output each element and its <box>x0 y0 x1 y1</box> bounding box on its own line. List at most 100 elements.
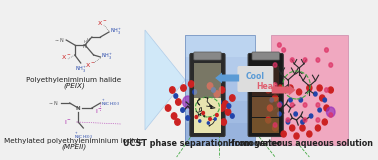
Circle shape <box>316 58 320 62</box>
Text: I$^-$: I$^-$ <box>95 107 103 115</box>
Polygon shape <box>145 30 185 130</box>
Text: Heat: Heat <box>256 81 277 91</box>
Text: UCST phase separation from water: UCST phase separation from water <box>123 139 282 148</box>
Text: $\rm \overset{H}{N}$: $\rm \overset{H}{N}$ <box>82 39 88 51</box>
Circle shape <box>227 104 231 108</box>
FancyBboxPatch shape <box>194 98 221 133</box>
Circle shape <box>315 125 321 131</box>
FancyBboxPatch shape <box>185 123 256 145</box>
Circle shape <box>273 125 278 131</box>
Circle shape <box>307 85 312 91</box>
FancyBboxPatch shape <box>185 35 256 145</box>
Circle shape <box>327 107 335 117</box>
Circle shape <box>288 85 293 91</box>
Text: $\overset{+}{\rm N}$(CH$_3$)$_3$: $\overset{+}{\rm N}$(CH$_3$)$_3$ <box>74 130 93 141</box>
Circle shape <box>281 131 286 137</box>
Text: Cool: Cool <box>245 72 264 80</box>
Circle shape <box>207 83 213 89</box>
Text: NH$_3^+$: NH$_3^+$ <box>110 27 122 37</box>
Text: $\overset{+}{\rm N}$(CH$_3$)$_3$: $\overset{+}{\rm N}$(CH$_3$)$_3$ <box>101 98 120 108</box>
FancyBboxPatch shape <box>252 66 279 96</box>
Text: NH$_3^+$: NH$_3^+$ <box>74 65 87 75</box>
Text: I$^-$: I$^-$ <box>64 118 72 126</box>
Circle shape <box>309 114 313 118</box>
Circle shape <box>318 108 321 112</box>
Text: NH$_3^+$: NH$_3^+$ <box>101 52 114 62</box>
FancyBboxPatch shape <box>194 52 221 60</box>
FancyBboxPatch shape <box>185 35 256 57</box>
Circle shape <box>325 48 328 52</box>
Circle shape <box>303 103 307 107</box>
Circle shape <box>294 112 297 116</box>
Circle shape <box>181 108 184 112</box>
Circle shape <box>273 95 278 101</box>
Circle shape <box>325 88 328 92</box>
Circle shape <box>286 120 290 124</box>
Circle shape <box>323 98 327 102</box>
Circle shape <box>329 63 333 67</box>
Circle shape <box>219 105 225 111</box>
Circle shape <box>229 95 235 101</box>
Text: Methylated polyethyleniminium iodide: Methylated polyethyleniminium iodide <box>5 138 143 144</box>
Circle shape <box>286 118 290 122</box>
Circle shape <box>186 116 190 120</box>
Circle shape <box>266 87 271 93</box>
Circle shape <box>170 87 175 93</box>
Circle shape <box>322 119 327 125</box>
Text: (PEIX): (PEIX) <box>63 82 85 88</box>
Circle shape <box>195 116 198 119</box>
Circle shape <box>316 103 320 107</box>
FancyBboxPatch shape <box>237 66 273 92</box>
Circle shape <box>193 90 197 94</box>
FancyBboxPatch shape <box>252 118 279 133</box>
Circle shape <box>209 117 211 120</box>
Circle shape <box>303 58 307 62</box>
Circle shape <box>196 98 208 112</box>
Circle shape <box>328 87 333 93</box>
Circle shape <box>307 131 312 137</box>
Text: N: N <box>76 105 81 111</box>
Text: Polyethyleniminium halide: Polyethyleniminium halide <box>26 77 122 83</box>
Circle shape <box>212 113 218 119</box>
Circle shape <box>231 114 234 118</box>
FancyBboxPatch shape <box>185 101 256 123</box>
Circle shape <box>324 105 329 111</box>
Circle shape <box>317 85 322 91</box>
Circle shape <box>202 119 208 125</box>
Text: (MPEII): (MPEII) <box>61 143 87 149</box>
Circle shape <box>266 117 271 123</box>
FancyBboxPatch shape <box>248 53 283 136</box>
Circle shape <box>199 120 201 122</box>
FancyArrow shape <box>215 72 239 84</box>
Circle shape <box>181 85 186 91</box>
Circle shape <box>273 123 277 127</box>
Text: Homogeneous aqueous solution: Homogeneous aqueous solution <box>228 139 373 148</box>
Circle shape <box>316 118 320 122</box>
Circle shape <box>270 98 273 102</box>
Circle shape <box>273 83 277 87</box>
Circle shape <box>329 113 333 117</box>
Circle shape <box>294 133 299 139</box>
Circle shape <box>207 122 209 124</box>
Circle shape <box>183 96 193 108</box>
Circle shape <box>279 102 282 106</box>
Circle shape <box>214 91 220 97</box>
Circle shape <box>277 103 281 107</box>
FancyBboxPatch shape <box>252 52 279 60</box>
Circle shape <box>296 89 302 95</box>
Text: X$^-$: X$^-$ <box>85 61 95 69</box>
Circle shape <box>278 112 281 116</box>
Circle shape <box>212 88 215 92</box>
Circle shape <box>174 94 178 98</box>
Text: X$^-$: X$^-$ <box>61 53 71 61</box>
Circle shape <box>214 118 216 120</box>
Circle shape <box>221 119 226 125</box>
Circle shape <box>225 109 231 115</box>
Text: $\sim$N: $\sim$N <box>54 36 65 44</box>
Circle shape <box>320 95 325 101</box>
Circle shape <box>267 105 273 111</box>
Text: H: H <box>87 38 90 42</box>
Circle shape <box>175 119 180 125</box>
Circle shape <box>223 101 228 107</box>
Circle shape <box>202 112 204 115</box>
